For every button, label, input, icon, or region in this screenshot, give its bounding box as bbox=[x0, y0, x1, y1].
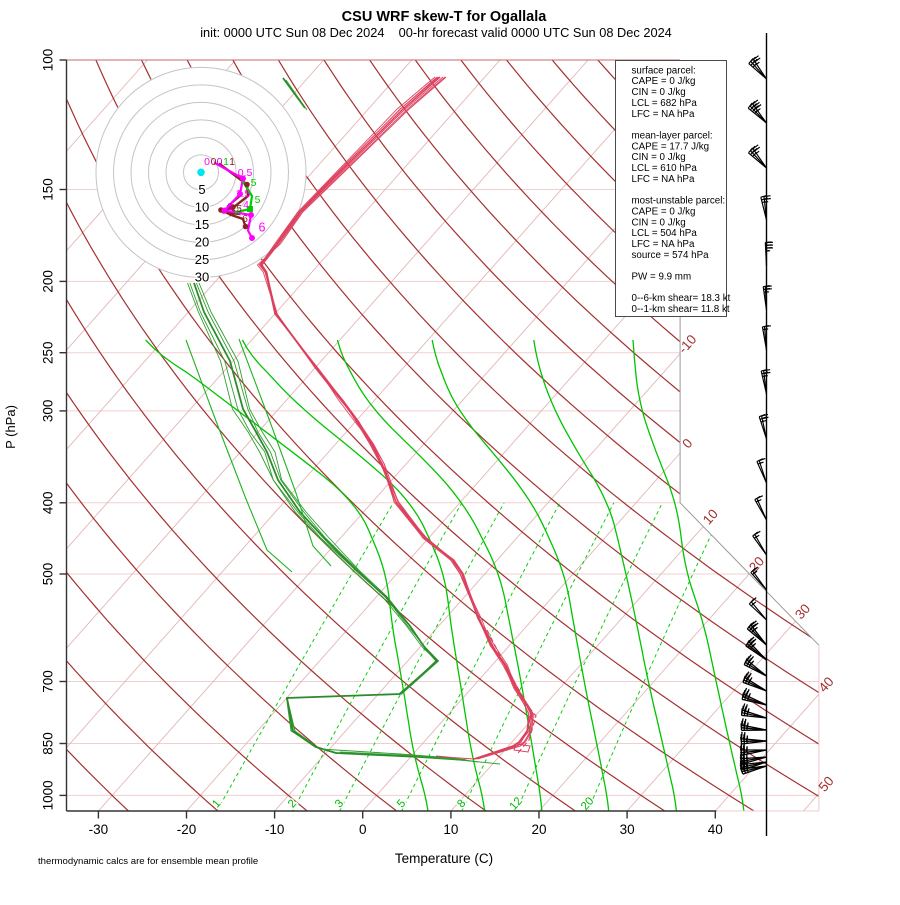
svg-text:25: 25 bbox=[195, 252, 209, 267]
svg-text:5: 5 bbox=[251, 177, 257, 189]
svg-text:-20: -20 bbox=[177, 822, 197, 837]
svg-text:400: 400 bbox=[41, 492, 56, 515]
svg-text:init: 0000 UTC Sun 08 Dec 2024: init: 0000 UTC Sun 08 Dec 2024 00-hr for… bbox=[200, 25, 672, 40]
svg-text:6: 6 bbox=[259, 221, 266, 235]
svg-text:thermodynamic calcs are for en: thermodynamic calcs are for ensemble mea… bbox=[38, 856, 258, 867]
svg-text:6: 6 bbox=[242, 213, 248, 225]
svg-text:Temperature (C): Temperature (C) bbox=[395, 851, 493, 866]
svg-text:0: 0 bbox=[217, 156, 223, 168]
svg-text:CAPE = 0 J/kg: CAPE = 0 J/kg bbox=[632, 76, 696, 87]
svg-text:15: 15 bbox=[195, 217, 209, 232]
svg-text:surface parcel:: surface parcel: bbox=[632, 65, 696, 76]
svg-text:0--6-km shear= 18.3 kt: 0--6-km shear= 18.3 kt bbox=[632, 293, 731, 304]
svg-text:700: 700 bbox=[41, 670, 56, 693]
svg-text:P (hPa): P (hPa) bbox=[3, 405, 18, 449]
svg-text:5: 5 bbox=[255, 194, 261, 206]
svg-text:30: 30 bbox=[195, 269, 209, 284]
svg-text:0: 0 bbox=[359, 822, 367, 837]
svg-text:LCL = 682 hPa: LCL = 682 hPa bbox=[632, 98, 698, 109]
svg-text:1000: 1000 bbox=[41, 780, 56, 810]
svg-text:mean-layer parcel:: mean-layer parcel: bbox=[632, 131, 713, 142]
svg-text:300: 300 bbox=[41, 400, 56, 423]
svg-text:100: 100 bbox=[41, 49, 56, 72]
svg-text:LCL = 610 hPa: LCL = 610 hPa bbox=[632, 163, 698, 174]
svg-text:3: 3 bbox=[227, 202, 233, 213]
svg-text:10: 10 bbox=[443, 822, 458, 837]
svg-text:-30: -30 bbox=[89, 822, 109, 837]
svg-text:CSU WRF skew-T for Ogallala: CSU WRF skew-T for Ogallala bbox=[342, 9, 548, 25]
svg-text:30: 30 bbox=[620, 822, 635, 837]
svg-text:CIN = 0 J/kg: CIN = 0 J/kg bbox=[632, 152, 686, 163]
svg-text:0: 0 bbox=[204, 156, 210, 168]
svg-text:-10: -10 bbox=[265, 822, 285, 837]
svg-text:10: 10 bbox=[195, 199, 209, 214]
svg-text:PW = 9.9 mm: PW = 9.9 mm bbox=[632, 272, 692, 283]
svg-text:5: 5 bbox=[198, 182, 205, 197]
svg-text:850: 850 bbox=[41, 732, 56, 755]
svg-text:200: 200 bbox=[41, 270, 56, 293]
svg-text:4: 4 bbox=[243, 200, 249, 211]
svg-text:LFC = NA hPa: LFC = NA hPa bbox=[632, 109, 695, 120]
svg-text:1: 1 bbox=[229, 156, 235, 168]
svg-text:CIN = 0 J/kg: CIN = 0 J/kg bbox=[632, 217, 686, 228]
svg-text:CAPE = 0 J/kg: CAPE = 0 J/kg bbox=[632, 206, 696, 217]
svg-text:0--1-km shear= 11.8 kt: 0--1-km shear= 11.8 kt bbox=[632, 304, 730, 315]
svg-text:LFC = NA hPa: LFC = NA hPa bbox=[632, 174, 695, 185]
svg-text:20: 20 bbox=[531, 822, 546, 837]
svg-text:40: 40 bbox=[708, 822, 723, 837]
svg-text:most-unstable parcel:: most-unstable parcel: bbox=[632, 196, 726, 207]
svg-text:1.5: 1.5 bbox=[236, 188, 251, 200]
svg-text:20: 20 bbox=[195, 234, 209, 249]
svg-text:CIN = 0 J/kg: CIN = 0 J/kg bbox=[632, 87, 686, 98]
svg-text:LCL = 504 hPa: LCL = 504 hPa bbox=[632, 228, 698, 239]
svg-text:CAPE = 17.7 J/kg: CAPE = 17.7 J/kg bbox=[632, 141, 710, 152]
svg-text:150: 150 bbox=[41, 178, 56, 201]
svg-text:500: 500 bbox=[41, 563, 56, 586]
svg-text:250: 250 bbox=[41, 341, 56, 364]
svg-text:LFC = NA hPa: LFC = NA hPa bbox=[632, 239, 695, 250]
svg-text:source = 574 hPa: source = 574 hPa bbox=[632, 250, 710, 261]
